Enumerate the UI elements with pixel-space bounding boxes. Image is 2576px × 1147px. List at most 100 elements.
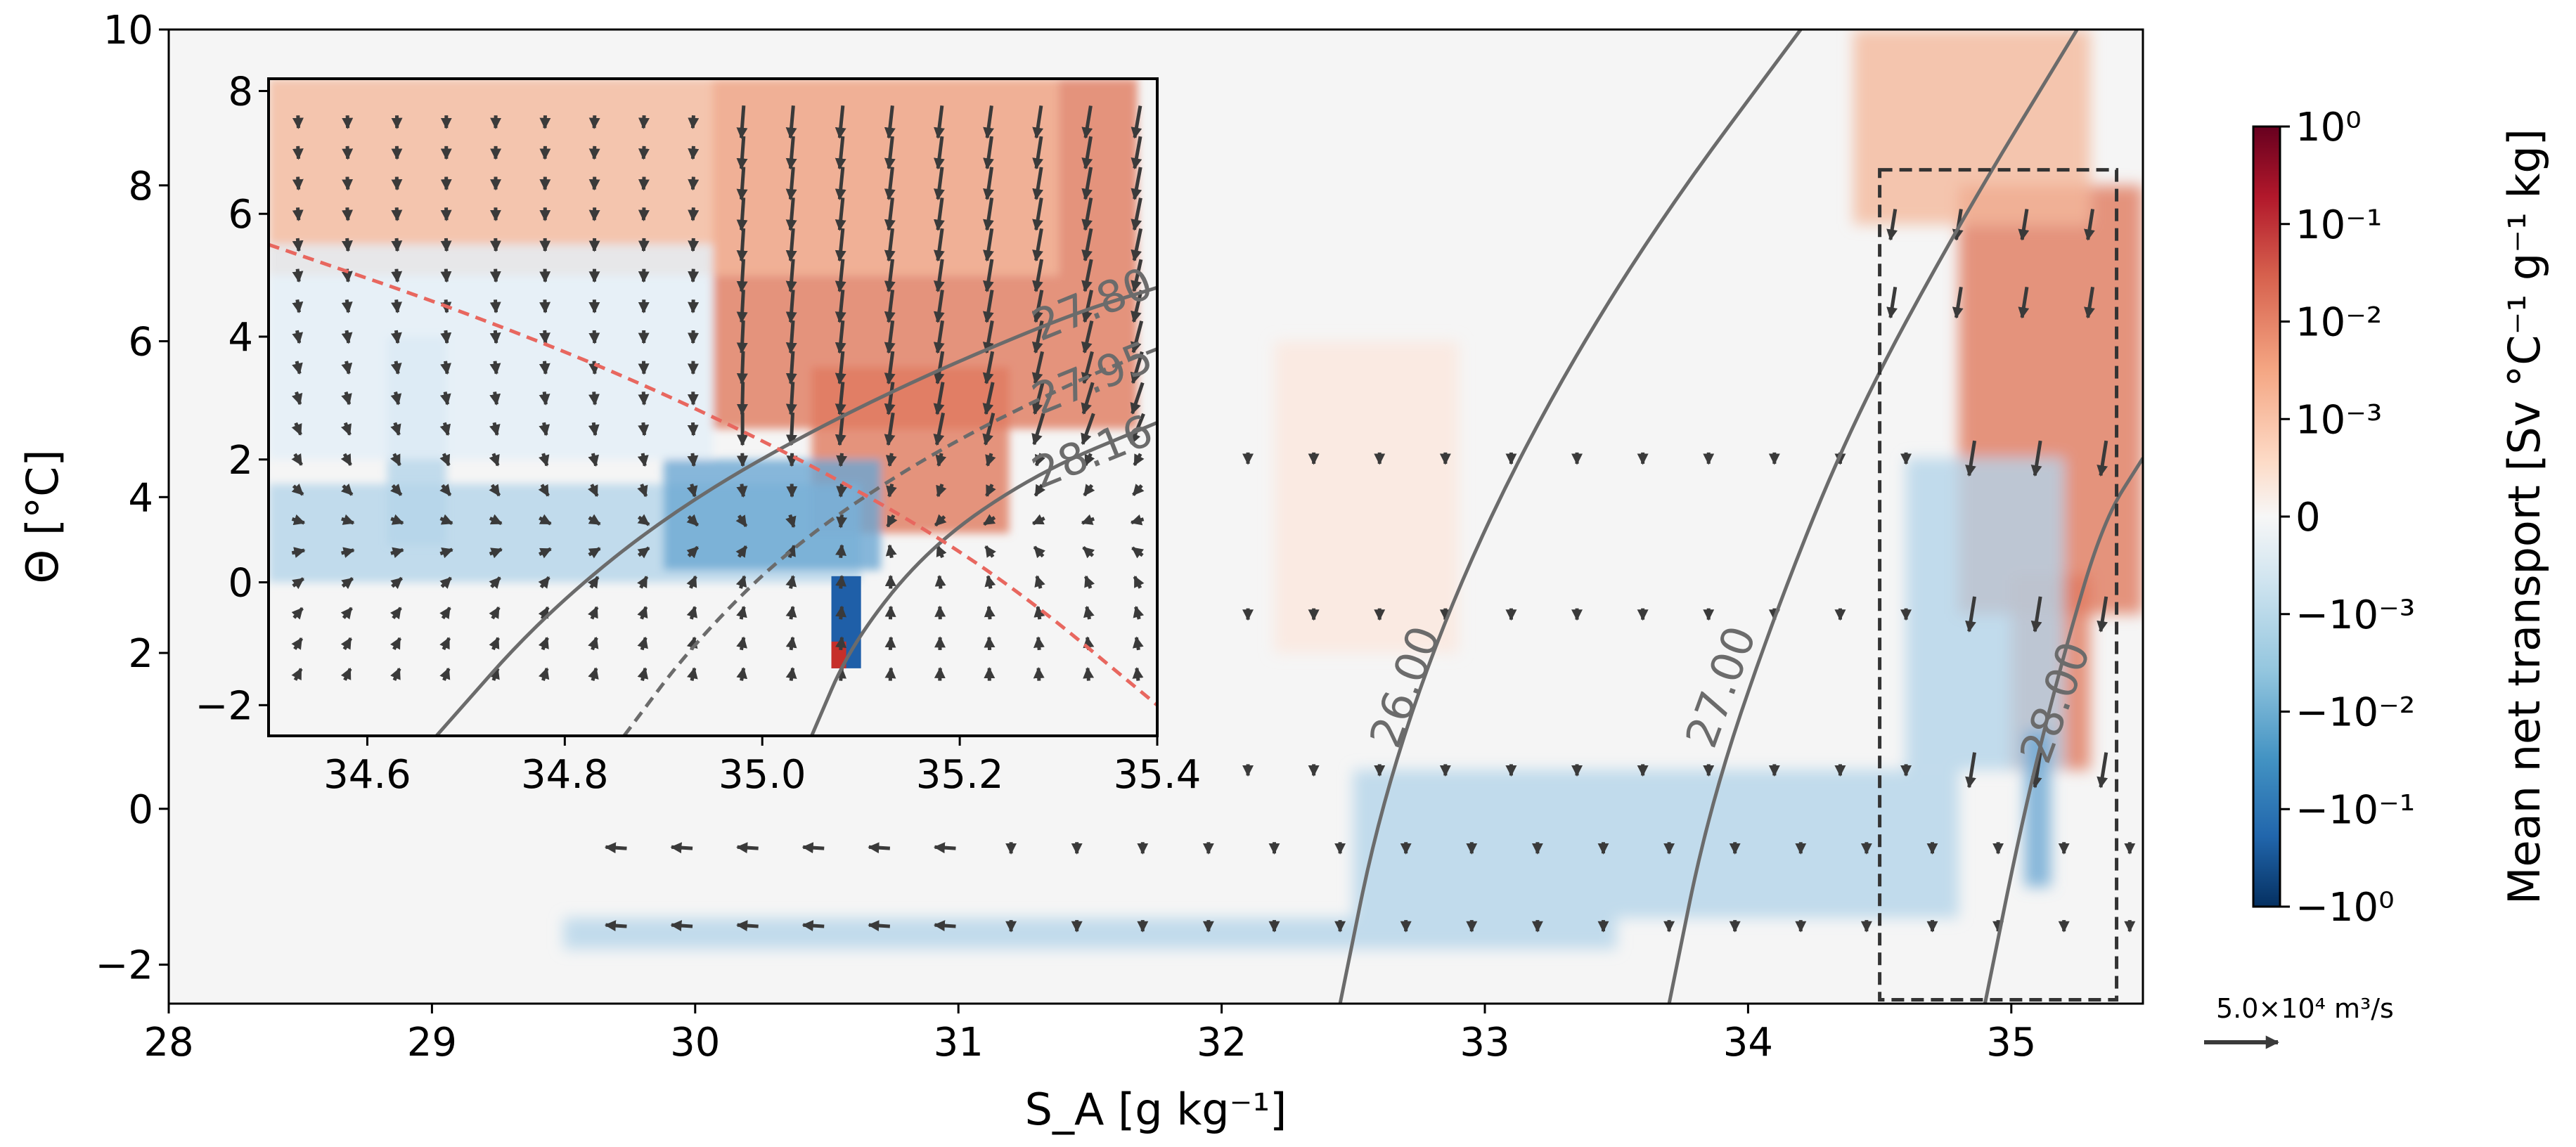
colorbar-ticks: 10⁰ 10⁻¹ 10⁻² 10⁻³ 0 −10⁻³ −10⁻² −10⁻¹ −10⁰ xyxy=(2280,105,2415,931)
inset-arrow-218 xyxy=(835,382,846,415)
inset-arrow-208 xyxy=(785,105,797,139)
inset-arrow-256 xyxy=(933,382,945,415)
inset-arrow-340 xyxy=(1131,136,1142,170)
main-arrow-mid-35 xyxy=(1965,440,1977,477)
inset-arrow-35 xyxy=(342,176,354,191)
main-arrow-mid-38 xyxy=(2030,440,2042,477)
inset-arrow-45 xyxy=(390,453,401,467)
inset-arrow-5 xyxy=(291,514,306,526)
inset-arrow-193 xyxy=(785,575,797,589)
inset-arrow-205 xyxy=(785,197,797,231)
inset-arrow-118 xyxy=(588,547,601,559)
inset-arrow-219 xyxy=(835,351,846,385)
main-arrow-1 xyxy=(604,842,627,854)
inset-arrow-324 xyxy=(1132,636,1144,651)
inset-arrow-28 xyxy=(341,391,352,406)
main-arrow-mid-37 xyxy=(2030,596,2042,633)
main-arrow-3 xyxy=(670,842,693,854)
inset-arrow-82 xyxy=(489,484,501,497)
inset-arrow-311 xyxy=(1083,453,1095,467)
inset-arrow-220 xyxy=(835,320,846,354)
main-x-tick-label-6: 34 xyxy=(1723,1020,1773,1065)
inset-arrow-158 xyxy=(686,484,698,498)
inset-arrow-36 xyxy=(342,145,354,160)
inset-arrow-100 xyxy=(539,514,552,526)
inset-arrow-77 xyxy=(489,637,500,651)
inset-arrow-224 xyxy=(835,197,846,231)
inset-arrow-40 xyxy=(389,607,402,620)
main-arrow-mid-40 xyxy=(2097,596,2108,633)
colorbar-gradient xyxy=(2252,125,2281,908)
inset-arrow-327 xyxy=(1131,546,1145,559)
colorbar-tick-label-5: −10⁻³ xyxy=(2295,592,2415,638)
inset-arrow-207 xyxy=(785,136,797,170)
inset-arrow-8 xyxy=(291,422,302,436)
inset-arrow-294 xyxy=(1031,382,1045,415)
main-y-tick-label-5: 8 xyxy=(128,164,153,209)
inset-arrow-307 xyxy=(1084,575,1095,589)
main-x-tick-label-0: 28 xyxy=(143,1020,193,1065)
inset-arrow-136 xyxy=(637,576,649,589)
inset-arrow-2 xyxy=(291,607,304,620)
main-arrow-upper-4 xyxy=(2018,286,2030,319)
inset-arrow-232 xyxy=(885,544,897,559)
main-contour-line-1 xyxy=(1667,30,2079,1004)
inset-arrow-250 xyxy=(934,575,946,589)
inset-arrow-189 xyxy=(736,105,748,139)
inset-core-column xyxy=(831,576,861,668)
inset-arrow-149 xyxy=(638,176,650,191)
inset-arrow-313 xyxy=(1081,382,1095,415)
inset-arrow-252 xyxy=(934,514,947,527)
inset-arrow-321 xyxy=(1081,136,1093,170)
main-y-tick-label-0: −2 xyxy=(95,943,153,989)
inset-arrow-269 xyxy=(984,575,996,589)
main-arrow-5 xyxy=(736,842,759,854)
main-arrow-mid-34 xyxy=(1965,596,1977,633)
inset-arrow-230 xyxy=(884,605,896,620)
inset-arrow-106 xyxy=(539,330,550,344)
inset-x-tick-label-4: 35.4 xyxy=(1114,752,1202,798)
inset-arrow-273 xyxy=(985,453,996,467)
main-arrow-mid-33 xyxy=(1965,752,1977,789)
inset-arrow-251 xyxy=(936,545,947,559)
inset-arrow-123 xyxy=(588,391,600,406)
inset-arrow-270 xyxy=(984,545,996,558)
inset-arrow-319 xyxy=(1081,197,1093,231)
main-y-tick-label-3: 4 xyxy=(128,475,153,521)
inset-arrow-62 xyxy=(439,514,453,525)
inset-arrow-34 xyxy=(342,207,354,221)
inset-arrow-316 xyxy=(1081,290,1093,323)
inset-arrow-9 xyxy=(291,391,303,406)
inset-arrow-234 xyxy=(886,484,897,498)
main-transport-field xyxy=(563,30,2143,950)
inset-arrow-48 xyxy=(390,361,402,375)
inset-arrow-6 xyxy=(291,483,304,496)
main-x-axis: 28 29 30 31 32 33 34 35 xyxy=(143,1004,2036,1065)
colorbar-tick-label-8: −10⁰ xyxy=(2295,885,2395,931)
main-arrow-7 xyxy=(801,842,825,854)
inset-arrow-78 xyxy=(489,607,501,620)
inset-arrow-325 xyxy=(1133,606,1145,620)
inset-arrow-282 xyxy=(983,167,994,200)
main-arrow-4 xyxy=(736,920,759,932)
inset-arrow-186 xyxy=(736,197,748,231)
quiver-key: 5.0×10⁴ m³/s xyxy=(2204,993,2394,1049)
inset-arrow-240 xyxy=(884,290,896,323)
inset-arrow-3 xyxy=(292,577,304,590)
inset-arrow-68 xyxy=(440,330,452,344)
inset-arrow-98 xyxy=(538,576,550,589)
inset-arrow-134 xyxy=(637,636,648,651)
inset-arrow-58 xyxy=(439,637,451,651)
inset-arrow-334 xyxy=(1131,320,1144,354)
inset-arrow-268 xyxy=(984,605,996,620)
inset-arrow-23 xyxy=(341,547,355,558)
inset-arrow-18 xyxy=(292,115,304,129)
main-arrow-2 xyxy=(670,920,693,932)
inset-arrow-322 xyxy=(1081,105,1093,139)
inset-arrow-203 xyxy=(785,259,797,293)
inset-arrow-201 xyxy=(785,320,797,354)
main-arrow-upper-0 xyxy=(1886,286,1898,319)
inset-arrow-59 xyxy=(439,607,451,620)
inset-arrow-125 xyxy=(588,330,600,344)
inset-arrow-246 xyxy=(884,105,896,139)
